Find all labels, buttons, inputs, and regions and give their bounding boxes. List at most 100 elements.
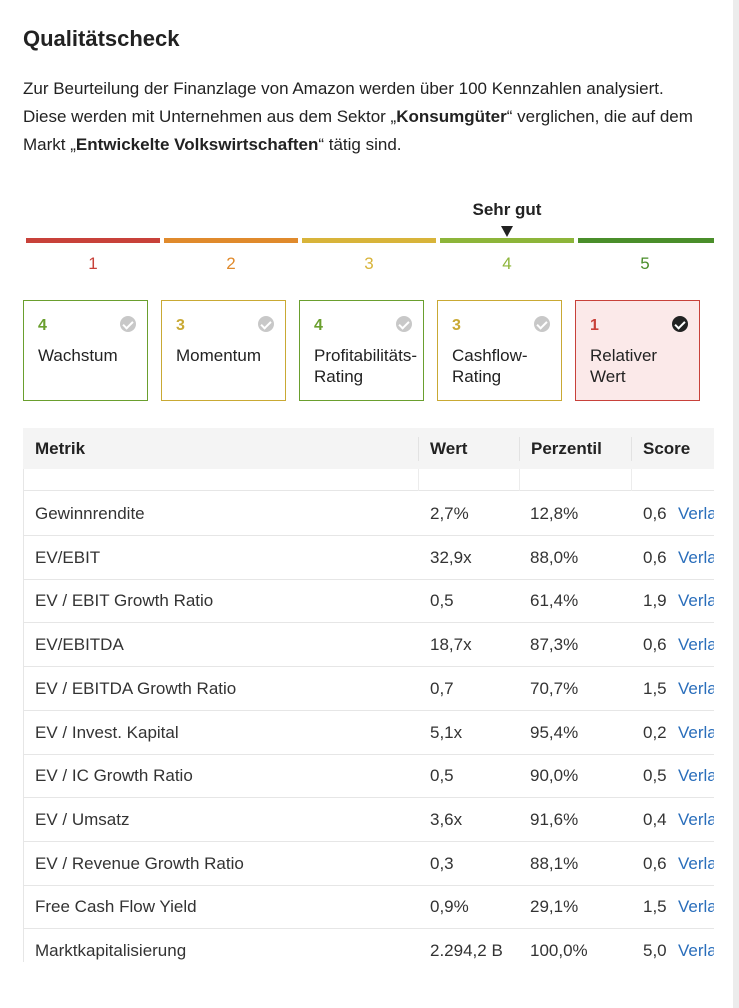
metric-cell: Free Cash Flow Yield [35,897,197,917]
category-score: 4 [38,317,47,334]
value-cell: 2.294,2 B [430,941,503,960]
score-cell: 0,4 [643,809,667,829]
category-card-2[interactable]: 3 Momentum [161,300,286,401]
check-circle-icon [120,316,136,332]
value-cell: 5,1x [430,722,463,742]
table-row: EV / Umsatz 3,6x 91,6% 0,4 Verlauf [23,798,714,842]
intro-part-2: “ verglichen, die auf dem Markt „ [23,107,693,154]
history-link[interactable]: Verlauf [678,504,714,523]
check-circle-icon [258,316,274,332]
table-row: EV / Revenue Growth Ratio 0,3 88,1% 0,6 Verl… [23,842,714,886]
category-label: Cashflow- Rating [452,345,561,387]
category-label-line-1: Wachstum [38,346,118,365]
intro-market: Entwickelte Volkswirtschaften [75,135,319,154]
history-link[interactable]: Verlauf [678,591,714,611]
table-row: EV / Invest. Kapital 5,1x 95,4% 0,2 Verlauf [23,711,714,755]
check-circle-icon [396,316,412,332]
table-spacer-row [23,469,714,491]
percentile-cell: 87,3% [530,635,579,655]
category-label-line-1: Cashflow- [452,346,528,365]
category-label-line-1: Relativer [590,346,658,365]
category-label-line-1: Momentum [176,346,262,365]
category-label: Momentum [176,345,285,366]
category-card-3[interactable]: 4 Profitabilitäts- Rating [299,300,424,401]
table-row: EV / EBITDA Growth Ratio 0,7 70,7% 1,5 Verla… [23,667,714,711]
check-circle-icon [534,316,550,332]
category-card-4[interactable]: 3 Cashflow- Rating [437,300,562,401]
rating-scale-number-1: 1 [88,254,98,273]
value-cell: 0,9% [430,897,469,917]
category-score: 3 [452,317,461,334]
category-label-line-1: Profitabilitäts- [314,346,417,365]
score-cell: 1,5 [643,678,667,698]
rating-scale-segment-1 [26,238,160,243]
category-score: 3 [176,317,185,334]
rating-scale-current-label: Sehr gut [472,200,542,219]
value-cell: 0,7 [430,678,454,698]
value-cell: 32,9x [430,547,472,567]
percentile-cell: 88,0% [530,547,579,567]
table-row: Free Cash Flow Yield 0,9% 29,1% 1,5 Verlauf [23,885,714,930]
rating-scale-number-3: 3 [364,254,374,273]
header-score: Score [631,437,690,461]
percentile-cell: 91,6% [530,809,579,829]
percentile-cell: 70,7% [530,678,579,698]
page-title: Qualitätscheck [23,26,180,51]
rating-scale-number-5: 5 [640,254,650,273]
metric-cell: EV/EBITDA [35,635,124,655]
check-circle-icon [672,316,688,332]
table-row: Gewinnrendite 2,7% 12,8% 0,6 Verlauf [23,492,714,536]
percentile-cell: 95,4% [530,722,579,742]
metric-cell: Gewinnrendite [35,504,145,523]
rating-scale-segment-5 [578,238,714,243]
header-metric: Metrik [35,439,86,458]
category-label: Relativer Wert [590,345,699,387]
metric-cell: EV / Revenue Growth Ratio [35,853,244,873]
percentile-cell: 88,1% [530,853,579,873]
category-card-5[interactable]: 1 Relativer Wert [575,300,700,401]
history-link[interactable]: Verlauf [678,897,714,917]
history-link[interactable]: Verlauf [678,809,714,829]
percentile-cell: 29,1% [530,897,579,917]
rating-scale-segment-3 [302,238,436,243]
value-cell: 0,3 [430,853,454,873]
metrics-table: Metrik Wert Perzentil Score Gewinnrendit… [23,428,714,962]
table-row: EV / EBIT Growth Ratio 0,5 61,4% 1,9 Verlauf [23,579,714,624]
score-cell: 0,2 [643,722,667,742]
value-cell: 2,7% [430,504,469,523]
header-percentile: Perzentil [519,437,602,461]
category-score: 4 [314,317,323,334]
history-link[interactable]: Verlauf [678,547,714,567]
history-link[interactable]: Verlauf [678,766,714,786]
metric-cell: EV/EBIT [35,547,101,567]
metric-cell: EV / IC Growth Ratio [35,766,193,786]
rating-scale-segment-4 [440,238,574,243]
metric-cell: EV / Invest. Kapital [35,722,179,742]
history-link[interactable]: Verlauf [678,722,714,742]
metric-cell: EV / EBITDA Growth Ratio [35,678,237,698]
history-link[interactable]: Verlauf [678,853,714,873]
category-label-line-2: Wert [590,367,626,386]
rating-scale-number-2: 2 [226,254,236,273]
score-cell: 0,6 [643,504,667,523]
category-card-1[interactable]: 4 Wachstum [23,300,148,401]
category-label: Wachstum [38,345,147,366]
history-link[interactable]: Verlauf [678,678,714,698]
category-score: 1 [590,317,599,334]
value-cell: 0,5 [430,766,454,786]
intro-part-1: Zur Beurteilung der Finanzlage von Amazo… [23,79,664,126]
rating-scale-marker-icon [501,226,513,237]
history-link[interactable]: Verlauf [678,635,714,655]
metric-cell: EV / EBIT Growth Ratio [35,591,214,611]
intro-text: Zur Beurteilung der Finanzlage von Amazo… [23,75,703,159]
table-row: EV/EBIT 32,9x 88,0% 0,6 Verlauf [23,536,714,580]
rating-scale-number-4: 4 [502,254,512,273]
percentile-cell: 61,4% [530,591,579,611]
value-cell: 3,6x [430,809,463,829]
percentile-cell: 12,8% [530,504,579,523]
score-cell: 5,0 [643,941,667,960]
metric-cell: EV / Umsatz [35,809,130,829]
history-link[interactable]: Verlauf [678,941,714,960]
score-cell: 0,5 [643,766,667,786]
